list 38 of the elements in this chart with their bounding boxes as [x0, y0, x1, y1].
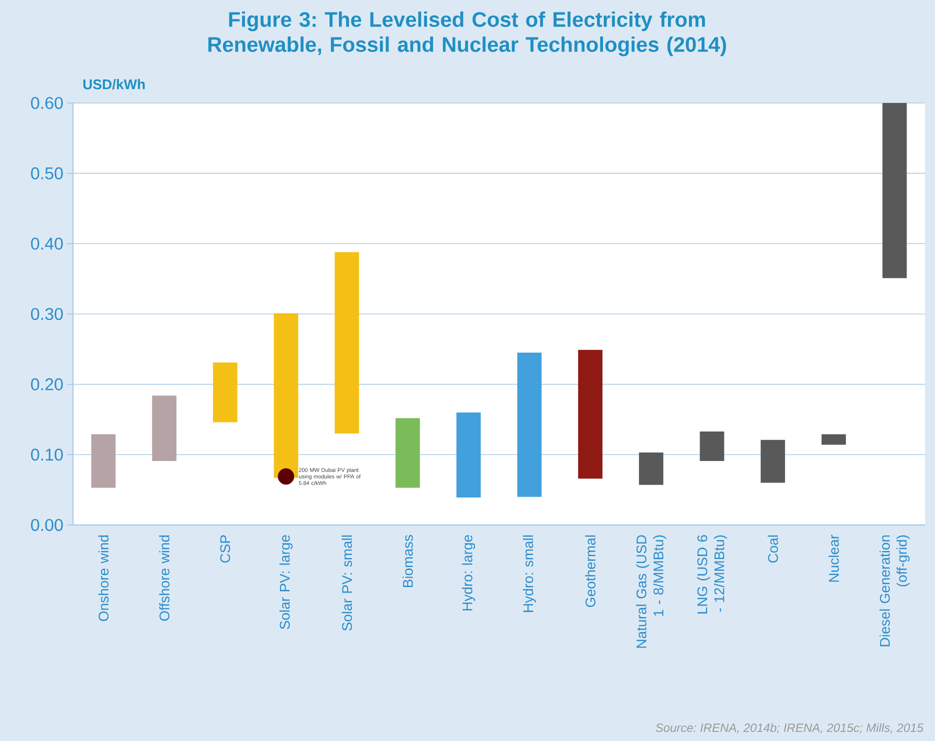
x-tick-label: Offshore wind — [159, 535, 170, 621]
x-tick-label: LNG (USD 6 - 12/MMBtu) — [696, 535, 728, 614]
x-tick-label: Diesel Generation (off-grid) — [880, 535, 910, 646]
bar — [334, 252, 360, 434]
x-tick-label: Coal — [768, 535, 778, 563]
x-tick-label: Biomass — [402, 535, 413, 588]
x-tick-label: Solar PV: large — [279, 535, 293, 630]
y-tick-label: 0.10 — [31, 448, 63, 461]
bar — [212, 362, 238, 422]
y-tick-label: 0.40 — [31, 238, 63, 250]
bar — [152, 396, 176, 461]
x-tick-label: Hydro: large — [462, 535, 476, 610]
x-tick-label: CSP — [220, 535, 230, 563]
bar — [822, 434, 846, 445]
x-tick-label: Nuclear — [828, 534, 839, 582]
bar — [274, 313, 298, 478]
x-tick-label: Natural Gas (USD 1 - 8/MMBtu) — [636, 535, 666, 648]
y-tick-label: 0.60 — [31, 96, 63, 110]
bar — [91, 434, 116, 488]
source-note: Source: IRENA, 2014b; IRENA, 2015c; Mills, 2015 — [656, 723, 924, 734]
bar — [882, 102, 907, 278]
bar — [456, 412, 481, 498]
y-axis-title: USD/kWh — [83, 79, 145, 90]
x-tick-label: Solar PV: small — [342, 535, 352, 631]
bar — [396, 418, 420, 488]
x-tick-label: Hydro: small — [522, 535, 536, 612]
x-tick-label: Onshore wind — [98, 535, 109, 622]
bar — [760, 440, 786, 483]
y-tick-label: 0.30 — [31, 308, 63, 320]
y-tick-label: 0.50 — [31, 167, 63, 180]
x-tick-label: Geothermal — [585, 535, 596, 607]
bar — [700, 431, 724, 461]
bar — [638, 452, 664, 485]
chart-title: Figure 3: The Levelised Cost of Electricity from Renewable, Fossil and Nuclear Technologies (2014) — [208, 12, 726, 56]
y-tick-label: 0.00 — [31, 518, 63, 532]
y-tick-label: 0.20 — [31, 378, 63, 390]
bar — [517, 352, 542, 497]
bar — [578, 350, 602, 479]
